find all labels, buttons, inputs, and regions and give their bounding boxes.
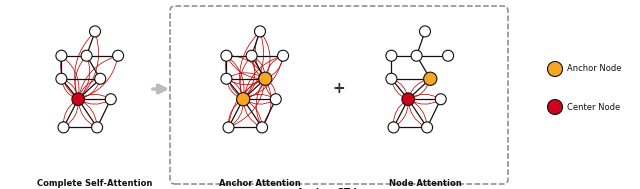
Circle shape xyxy=(386,73,397,84)
Circle shape xyxy=(95,73,106,84)
Circle shape xyxy=(113,50,124,61)
Circle shape xyxy=(424,72,437,85)
Circle shape xyxy=(270,94,281,105)
Text: Anchor-GT Layer: Anchor-GT Layer xyxy=(297,188,381,189)
Text: Anchor Node: Anchor Node xyxy=(567,64,621,74)
Circle shape xyxy=(547,61,563,77)
Text: +: + xyxy=(333,81,346,97)
Circle shape xyxy=(422,122,433,133)
Circle shape xyxy=(72,93,84,106)
Circle shape xyxy=(221,73,232,84)
Text: Anchor Attention: Anchor Attention xyxy=(219,179,301,188)
Text: Complete Self-Attention: Complete Self-Attention xyxy=(37,179,153,188)
Circle shape xyxy=(255,26,266,37)
Circle shape xyxy=(237,93,250,106)
Circle shape xyxy=(81,50,92,61)
Text: Node Attention: Node Attention xyxy=(388,179,461,188)
Circle shape xyxy=(443,50,454,61)
Circle shape xyxy=(259,72,272,85)
Circle shape xyxy=(435,94,446,105)
Circle shape xyxy=(56,50,67,61)
Circle shape xyxy=(90,26,100,37)
Circle shape xyxy=(221,50,232,61)
Circle shape xyxy=(547,99,563,115)
Circle shape xyxy=(388,122,399,133)
Circle shape xyxy=(56,73,67,84)
Circle shape xyxy=(257,122,268,133)
Text: Center Node: Center Node xyxy=(567,102,620,112)
Circle shape xyxy=(278,50,289,61)
Circle shape xyxy=(419,26,431,37)
Circle shape xyxy=(386,50,397,61)
Circle shape xyxy=(92,122,102,133)
Circle shape xyxy=(411,50,422,61)
Circle shape xyxy=(58,122,69,133)
Circle shape xyxy=(402,93,415,106)
Circle shape xyxy=(246,50,257,61)
Circle shape xyxy=(223,122,234,133)
Circle shape xyxy=(105,94,116,105)
